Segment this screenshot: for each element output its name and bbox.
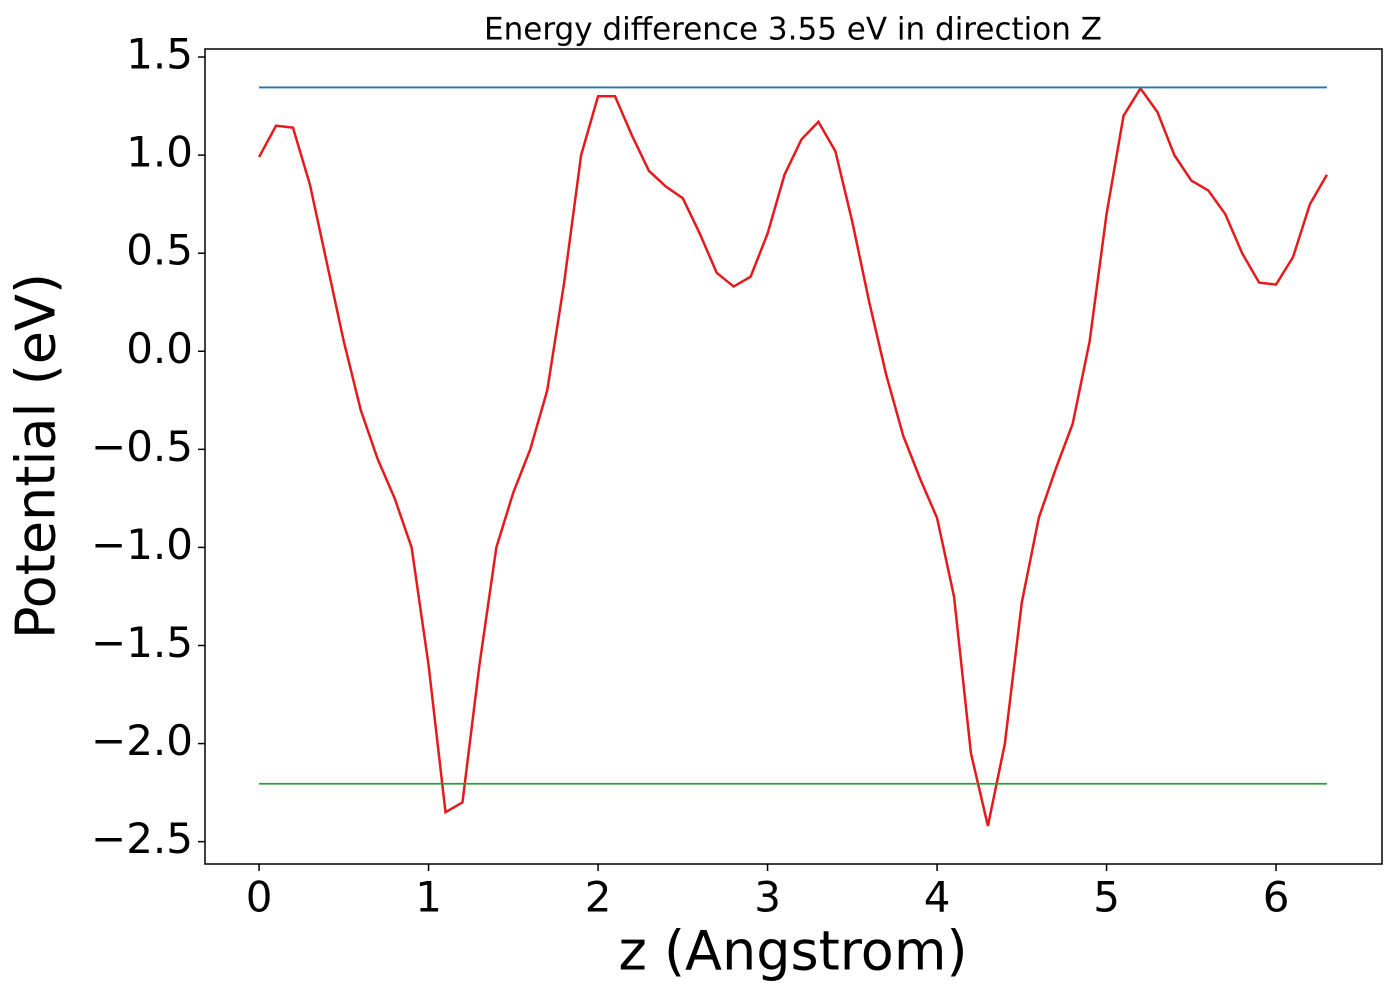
y-tick-label: −0.5 [91, 422, 193, 471]
y-tick-label: 0.5 [126, 226, 193, 275]
y-tick-label: 0.0 [126, 324, 193, 373]
x-axis-label: z (Angstrom) [618, 920, 967, 983]
y-axis-label: Potential (eV) [5, 273, 68, 639]
x-tick-label: 1 [415, 873, 442, 922]
y-tick-label: −2.5 [91, 814, 193, 863]
y-tick-label: −2.0 [91, 716, 193, 765]
y-tick-label: −1.0 [91, 520, 193, 569]
y-tick-label: 1.5 [126, 30, 193, 79]
x-tick-label: 4 [924, 873, 951, 922]
y-tick-label: −1.5 [91, 618, 193, 667]
x-tick-label: 0 [246, 873, 273, 922]
x-tick-label: 3 [754, 873, 781, 922]
x-tick-label: 2 [585, 873, 612, 922]
y-tick-label: 1.0 [126, 128, 193, 177]
chart-title: Energy difference 3.55 eV in direction Z [484, 12, 1102, 48]
x-tick-label: 6 [1263, 873, 1290, 922]
series-line [257, 86, 1328, 827]
x-tick-label: 5 [1093, 873, 1120, 922]
plot-frame [204, 48, 1383, 865]
